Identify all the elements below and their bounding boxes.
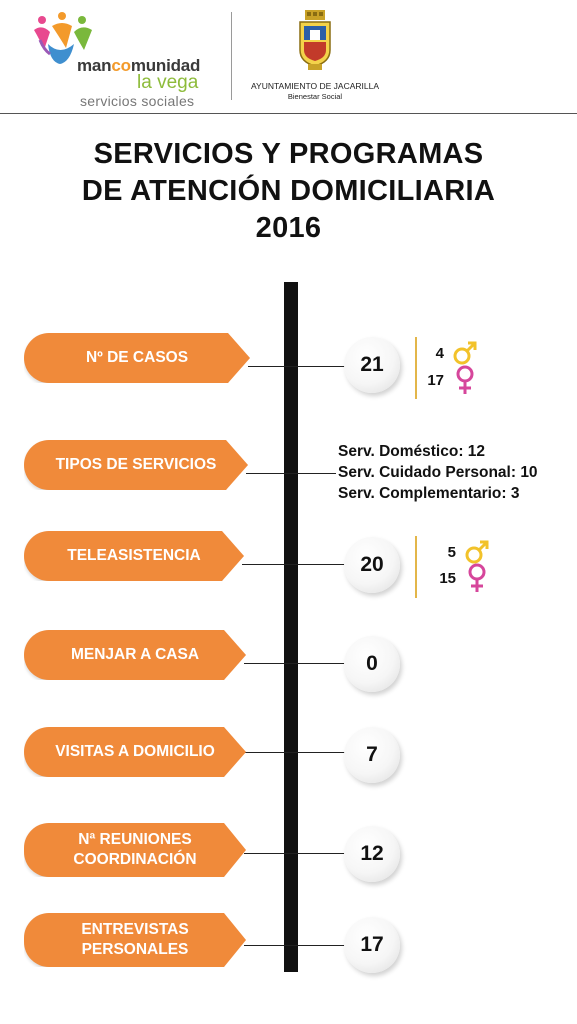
value-reuniones: 12 [344, 826, 400, 882]
label-reuniones: Nª REUNIONES COORDINACIÓN [24, 823, 246, 877]
connector-casos [248, 366, 348, 367]
ayuntamiento-name: AYUNTAMIENTO DE JACARILLA [251, 81, 379, 91]
male-count-casos: 4 [420, 341, 478, 365]
service-domestico: Serv. Doméstico: 12 [338, 443, 486, 460]
female-symbol-icon [456, 365, 474, 394]
services-list: Serv. Doméstico: 12 Serv. Cuidado Person… [338, 441, 538, 504]
label-visitas: VISITAS A DOMICILIO [24, 727, 246, 777]
label-entrevistas-line2: PERSONALES [81, 941, 189, 958]
label-teleasistencia: TELEASISTENCIA [24, 531, 244, 581]
page-title: SERVICIOS Y PROGRAMAS DE ATENCIÓN DOMICI… [0, 136, 577, 247]
male-number: 5 [447, 543, 456, 561]
connector-servicios [246, 473, 336, 474]
service-complementario: Serv. Complementario: 3 [338, 485, 520, 502]
mancomunidad-logo: mancomunidad la vega servicios sociales [30, 10, 230, 109]
label-teleasistencia-text: TELEASISTENCIA [67, 547, 201, 564]
ayuntamiento-subtitle: Bienestar Social [287, 92, 343, 101]
logo-text-line2: la vega [137, 72, 199, 93]
timeline-spine [284, 282, 298, 972]
page-header: mancomunidad la vega servicios sociales … [0, 0, 577, 115]
header-rule [0, 113, 577, 114]
connector-reuniones [244, 853, 348, 854]
ayuntamiento-logo: AYUNTAMIENTO DE JACARILLA Bienestar Soci… [240, 10, 390, 105]
label-casos: Nº DE CASOS [24, 333, 250, 383]
logo-text-rest: munidad [130, 56, 201, 75]
connector-teleasistencia [242, 564, 348, 565]
label-entrevistas: ENTREVISTAS PERSONALES [24, 913, 246, 967]
value-visitas: 7 [344, 727, 400, 783]
logo-text-line1: mancomunidad [77, 56, 201, 75]
service-cuidado-personal: Serv. Cuidado Personal: 10 [338, 464, 538, 481]
male-symbol-icon [453, 341, 477, 365]
connector-menjar [244, 663, 348, 664]
label-visitas-text: VISITAS A DOMICILIO [55, 743, 215, 760]
label-entrevistas-text: ENTREVISTAS PERSONALES [81, 920, 188, 960]
label-reuniones-line1: Nª REUNIONES [78, 831, 192, 848]
gender-divider-casos [415, 337, 417, 399]
male-number: 4 [435, 344, 444, 362]
female-number: 17 [427, 371, 444, 389]
label-servicios: TIPOS DE SERVICIOS [24, 440, 248, 490]
label-menjar: MENJAR A CASA [24, 630, 246, 680]
female-symbol-icon [468, 563, 486, 592]
people-figures-icon [34, 12, 92, 64]
logo-text-line3: servicios sociales [80, 93, 195, 109]
value-teleasistencia: 20 [344, 537, 400, 593]
label-reuniones-text: Nª REUNIONES COORDINACIÓN [73, 830, 196, 870]
value-casos: 21 [344, 337, 400, 393]
label-casos-text: Nº DE CASOS [85, 349, 189, 366]
gender-divider-teleasistencia [415, 536, 417, 598]
connector-entrevistas [244, 945, 348, 946]
header-divider [231, 12, 232, 100]
value-menjar: 0 [344, 636, 400, 692]
label-servicios-text: TIPOS DE SERVICIOS [55, 456, 217, 473]
female-count-teleasistencia: 15 [432, 563, 490, 592]
label-reuniones-line2: COORDINACIÓN [73, 851, 197, 868]
label-menjar-text: MENJAR A CASA [70, 646, 200, 663]
label-entrevistas-line1: ENTREVISTAS [81, 921, 189, 938]
title-line2: DE ATENCIÓN DOMICILIARIA [81, 175, 496, 207]
coat-of-arms-icon [299, 10, 331, 70]
female-number: 15 [439, 569, 456, 587]
female-count-casos: 17 [420, 365, 478, 394]
male-symbol-icon [465, 540, 489, 564]
male-count-teleasistencia: 5 [432, 540, 490, 564]
title-line3: 2016 [255, 212, 322, 244]
value-entrevistas: 17 [344, 917, 400, 973]
connector-visitas [244, 752, 348, 753]
title-line1: SERVICIOS Y PROGRAMAS [93, 138, 484, 170]
